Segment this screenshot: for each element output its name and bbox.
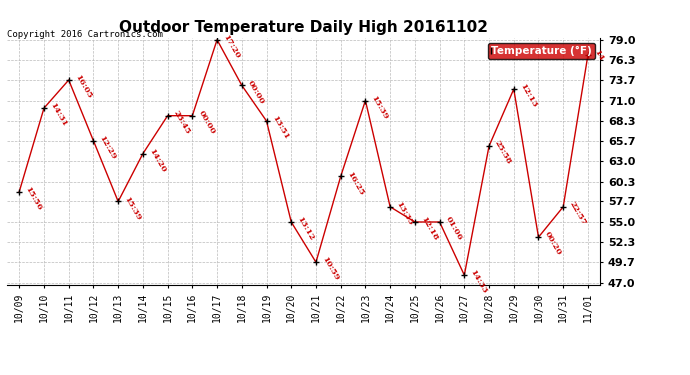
Text: 01:06: 01:06 (444, 215, 464, 242)
Text: 14:31: 14:31 (48, 101, 68, 128)
Text: 12:18: 12:18 (419, 215, 440, 242)
Text: 00:00: 00:00 (197, 109, 217, 135)
Text: 10:59: 10:59 (320, 255, 340, 282)
Text: 25:58: 25:58 (493, 139, 513, 166)
Text: 00:00: 00:00 (246, 78, 266, 105)
Title: Outdoor Temperature Daily High 20161102: Outdoor Temperature Daily High 20161102 (119, 20, 488, 35)
Text: 16:25: 16:25 (345, 170, 365, 196)
Text: 15:39: 15:39 (370, 94, 390, 121)
Text: 15:39: 15:39 (122, 195, 142, 222)
Text: 23:45: 23:45 (172, 109, 192, 136)
Text: 16:05: 16:05 (73, 73, 93, 100)
Text: 17:20: 17:20 (221, 33, 242, 60)
Text: 15:56: 15:56 (23, 185, 43, 211)
Legend: Temperature (°F): Temperature (°F) (488, 43, 595, 59)
Text: 14:20: 14:20 (147, 147, 167, 174)
Text: 22:57: 22:57 (567, 200, 587, 227)
Text: 13:51: 13:51 (270, 114, 290, 141)
Text: 14:33: 14:33 (469, 268, 489, 295)
Text: 12:13: 12:13 (518, 82, 538, 109)
Text: 13:35: 13:35 (394, 200, 415, 227)
Text: Copyright 2016 Cartronics.com: Copyright 2016 Cartronics.com (7, 30, 163, 39)
Text: 13:12: 13:12 (295, 215, 315, 242)
Text: 12:29: 12:29 (97, 134, 118, 161)
Text: 14: 14 (592, 48, 605, 62)
Text: 00:20: 00:20 (542, 230, 562, 257)
